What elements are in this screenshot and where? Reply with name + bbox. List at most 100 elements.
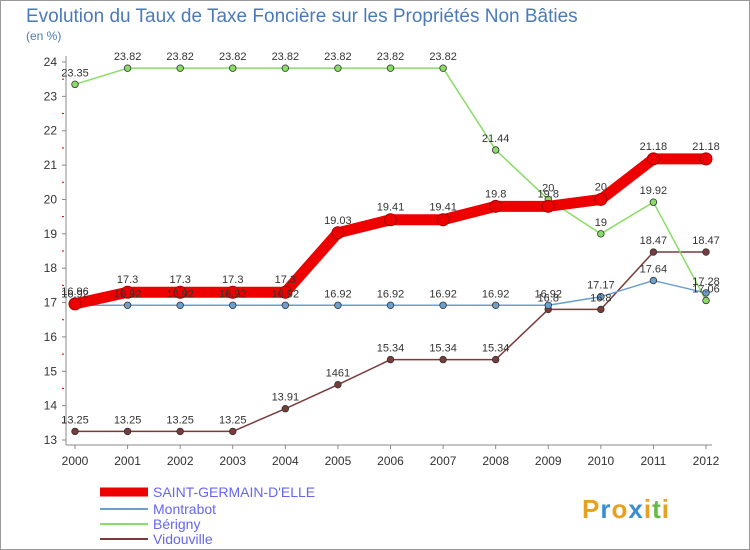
y-tick-label: 21 — [44, 158, 58, 172]
data-point — [71, 427, 79, 436]
data-point — [386, 355, 395, 364]
data-label: 20 — [542, 182, 554, 194]
data-point — [334, 380, 342, 389]
data-point — [386, 301, 395, 309]
legend: SAINT-GERMAIN-D'ELLEMontrabotBérignyVido… — [100, 484, 315, 547]
data-label: 21.18 — [692, 141, 720, 153]
data-point — [541, 199, 555, 213]
data-point — [649, 276, 658, 285]
legend-label: Bérigny — [153, 516, 200, 532]
legend-item: SAINT-GERMAIN-D'ELLE — [100, 484, 315, 500]
data-point — [226, 285, 240, 299]
data-label: 16.92 — [534, 288, 562, 300]
data-point — [439, 355, 447, 364]
data-label: 23.82 — [324, 51, 352, 63]
data-point — [173, 285, 187, 299]
legend-item: Vidouville — [100, 531, 213, 547]
data-label: 13.25 — [114, 414, 142, 426]
legend-item: Montrabot — [100, 501, 216, 517]
data-point — [439, 301, 447, 309]
x-tick-label: 2000 — [62, 454, 89, 468]
data-label: 15.34 — [482, 343, 510, 355]
data-point — [702, 296, 710, 305]
data-point — [491, 301, 500, 309]
data-point — [229, 64, 237, 72]
data-label: 16.8 — [538, 292, 559, 304]
data-label: 16.92 — [482, 288, 510, 300]
data-label: 19.41 — [429, 202, 457, 214]
data-label: 20 — [595, 181, 607, 193]
data-label: 13.25 — [166, 414, 194, 426]
data-label: 13.25 — [61, 414, 89, 426]
proxiti-logo: Proxiti — [582, 494, 669, 524]
data-label: 15.34 — [377, 343, 405, 355]
y-tick-label: 18 — [44, 261, 58, 275]
data-point — [597, 230, 605, 238]
x-tick-label: 2006 — [377, 454, 404, 468]
data-label: 18.47 — [692, 235, 720, 247]
axes: 13 14 15 16 17 18 19 20 21 22 23 24 2000 2001 2002 2003… — [44, 55, 720, 468]
y-tick-label: 22 — [44, 124, 58, 138]
data-label: 23.82 — [166, 51, 194, 63]
data-label: 17.64 — [640, 264, 668, 276]
data-point — [702, 289, 710, 297]
y-tick-label: 24 — [44, 55, 58, 69]
data-label: 16.92 — [219, 288, 247, 300]
x-tick-label: 2005 — [325, 454, 352, 468]
series-vidouville — [71, 248, 710, 436]
y-axis-unit-label: (en %) — [26, 29, 61, 43]
data-label: 16.92 — [377, 288, 405, 300]
data-point — [491, 355, 500, 364]
data-label: 18.47 — [640, 235, 668, 247]
data-point — [597, 305, 605, 314]
data-point — [384, 213, 397, 227]
data-label: 16.92 — [61, 288, 89, 300]
data-point — [123, 301, 132, 309]
data-label: 19.41 — [377, 202, 405, 214]
data-point — [491, 146, 500, 154]
data-label: 19.92 — [640, 185, 668, 197]
series-layer — [68, 64, 713, 436]
y-tick-label: 19 — [44, 227, 58, 241]
data-point — [71, 80, 79, 89]
y-tick-label: 15 — [44, 364, 58, 378]
data-label: 16.92 — [166, 288, 194, 300]
data-point — [278, 285, 292, 299]
data-point — [229, 301, 237, 309]
data-point — [229, 427, 237, 436]
data-point — [597, 293, 605, 301]
data-point — [699, 152, 713, 166]
data-point — [334, 301, 342, 309]
data-point — [436, 213, 450, 227]
data-label: 1461 — [326, 368, 350, 380]
data-point — [594, 192, 608, 206]
data-point — [123, 427, 132, 436]
y-tick-label: 14 — [44, 399, 58, 413]
legend-label: Vidouville — [153, 531, 213, 547]
data-point — [281, 301, 290, 309]
data-point — [386, 64, 395, 72]
data-label: 17.28 — [692, 276, 720, 288]
data-point — [281, 405, 290, 413]
data-label: 17.3 — [169, 274, 190, 286]
data-label: 16.96 — [61, 286, 89, 298]
x-tick-label: 2007 — [430, 454, 457, 468]
x-tick-label: 2009 — [535, 454, 562, 468]
data-point — [646, 152, 660, 166]
data-point — [281, 64, 290, 72]
data-label: 13.91 — [272, 392, 300, 404]
data-point — [544, 301, 552, 309]
data-point — [123, 64, 132, 72]
data-label: 16.92 — [114, 288, 142, 300]
data-label: 19.8 — [538, 188, 559, 200]
data-point — [176, 64, 184, 72]
data-label: 19.8 — [485, 188, 506, 200]
data-label: 13.25 — [219, 414, 247, 426]
data-point — [334, 64, 342, 72]
x-tick-label: 2010 — [587, 454, 614, 468]
series-saint-germain-d-elle — [68, 152, 713, 311]
y-tick-label: 16 — [44, 330, 58, 344]
x-tick-label: 2002 — [167, 454, 194, 468]
